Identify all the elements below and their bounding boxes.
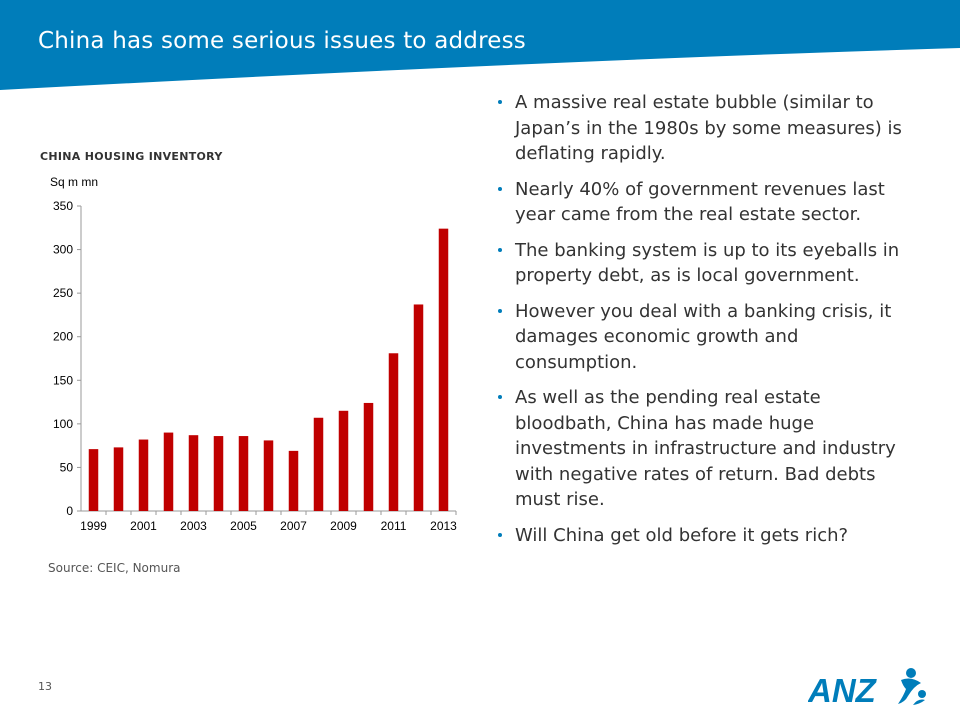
bar-2006 — [263, 440, 274, 511]
anz-logo: ANZ — [808, 668, 926, 709]
bullet-text: However you deal with a banking crisis, … — [515, 300, 892, 373]
y-axis-label: Sq m mn — [50, 175, 99, 189]
y-tick-label: 350 — [53, 199, 73, 213]
x-tick-label: 2011 — [381, 519, 407, 533]
bullet-text: Nearly 40% of government revenues last y… — [515, 178, 885, 226]
y-tick-label: 50 — [60, 460, 74, 474]
bar-2000 — [113, 447, 124, 511]
header-banner: China has some serious issues to address — [0, 0, 960, 92]
bar-2011 — [388, 353, 399, 511]
bullet-item: A massive real estate bubble (similar to… — [492, 90, 922, 167]
bullet-item: Will China get old before it gets rich? — [492, 523, 922, 549]
slide-title: China has some serious issues to address — [38, 28, 526, 54]
chart-title: CHINA HOUSING INVENTORY — [40, 150, 223, 163]
bullet-item: The banking system is up to its eyeballs… — [492, 238, 922, 289]
source-note: Source: CEIC, Nomura — [48, 561, 181, 575]
bullet-text: As well as the pending real estate blood… — [515, 387, 896, 510]
y-tick-label: 250 — [53, 286, 73, 300]
bar-2002 — [163, 432, 174, 511]
bar-2003 — [188, 435, 199, 511]
logo-text: ANZ — [808, 672, 878, 709]
header-background — [0, 0, 960, 90]
x-axis: 1999 2001 2003 2005 2007 2009 2011 2013 — [80, 510, 457, 533]
bars — [88, 228, 449, 511]
bar-2001 — [138, 439, 149, 511]
x-tick-label: 1999 — [80, 519, 107, 533]
bullet-list: A massive real estate bubble (similar to… — [492, 90, 922, 558]
bar-2010 — [363, 402, 374, 511]
bullet-dot-icon — [498, 308, 502, 313]
bullet-item: As well as the pending real estate blood… — [492, 385, 922, 513]
bar-2007 — [288, 450, 299, 511]
x-tick-label: 2003 — [180, 519, 207, 533]
y-tick-label: 100 — [53, 417, 73, 431]
x-tick-label: 2007 — [280, 519, 307, 533]
x-tick-label: 2009 — [330, 519, 357, 533]
bullet-text: Will China get old before it gets rich? — [515, 524, 849, 546]
bullet-item: Nearly 40% of government revenues last y… — [492, 177, 922, 228]
bar-2004 — [213, 436, 224, 511]
bullet-dot-icon — [498, 395, 502, 399]
y-axis: 0 50 100 150 200 250 300 350 — [53, 199, 82, 518]
bullet-text: The banking system is up to its eyeballs… — [515, 239, 900, 287]
bar-2009 — [338, 410, 349, 511]
bullet-dot-icon — [498, 186, 502, 191]
x-tick-label: 2013 — [430, 519, 457, 533]
bar-2012 — [413, 304, 424, 511]
y-tick-label: 200 — [53, 330, 73, 344]
bullet-dot-icon — [498, 100, 502, 104]
bar-2008 — [313, 417, 324, 511]
housing-inventory-chart: 0 50 100 150 200 250 300 350 1999 2001 2003 2005 20… — [53, 199, 457, 533]
bullet-text: A massive real estate bubble (similar to… — [515, 92, 902, 164]
bar-2005 — [238, 436, 249, 511]
bullet-dot-icon — [498, 532, 502, 537]
x-tick-label: 2005 — [230, 519, 257, 533]
y-tick-label: 300 — [53, 243, 73, 257]
page-number: 13 — [38, 680, 52, 693]
bar-1999 — [88, 449, 99, 511]
bullet-dot-icon — [498, 247, 502, 252]
bullet-item: However you deal with a banking crisis, … — [492, 299, 922, 376]
bar-2013 — [438, 228, 449, 511]
y-tick-label: 0 — [66, 504, 73, 518]
anz-figures-icon — [898, 668, 926, 705]
x-tick-label: 2001 — [130, 519, 157, 533]
y-tick-label: 150 — [53, 373, 73, 387]
